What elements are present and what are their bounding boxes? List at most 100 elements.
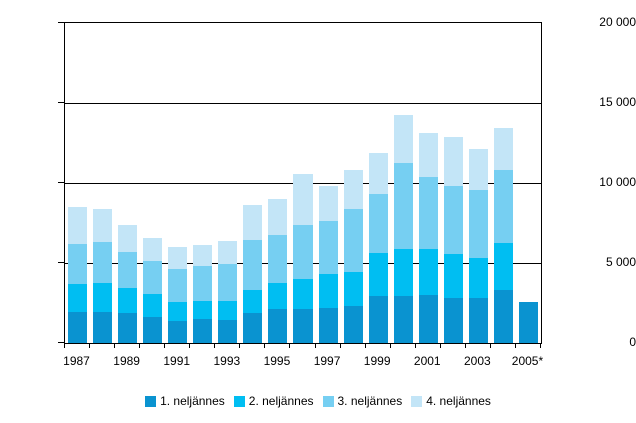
bar-segment [443, 136, 463, 187]
x-axis-label: 2005* [511, 354, 544, 368]
x-axis-tick [64, 343, 65, 348]
y-axis-label: 20 000 [599, 15, 636, 29]
legend-item: 3. neljännes [322, 394, 403, 408]
x-axis-label: 2003 [464, 354, 491, 368]
x-axis-label: 1991 [163, 354, 191, 368]
bar-segment [318, 274, 338, 308]
bar-segment [318, 186, 338, 221]
legend-label: 4. neljännes [426, 394, 491, 408]
bar-segment [243, 290, 263, 314]
bar-segment [143, 238, 163, 262]
x-axis-label: 1997 [313, 354, 341, 368]
bar-segment [518, 302, 538, 343]
bar-segment [393, 115, 413, 164]
y-axis-label: 0 [629, 335, 636, 349]
bar-segment [343, 271, 363, 307]
y-axis-label: 15 000 [599, 95, 636, 109]
bar-segment [443, 254, 463, 299]
legend-swatch-icon [322, 395, 334, 407]
bar-segment [343, 306, 363, 343]
bar-1999 [368, 23, 388, 343]
bar-segment [118, 312, 138, 343]
bar-segment [368, 194, 388, 254]
bar-segment [143, 294, 163, 318]
y-axis-tick [58, 342, 64, 343]
x-axis-tick [264, 343, 266, 348]
bar-segment [443, 298, 463, 343]
bar-1995 [268, 23, 288, 343]
y-axis-tick [58, 182, 64, 183]
x-axis-label: 1999 [363, 354, 391, 368]
bar-segment [193, 244, 213, 267]
bar-segment [293, 224, 313, 280]
bar-segment [93, 242, 113, 284]
bar-segment [243, 239, 263, 291]
x-axis-tick [439, 343, 441, 348]
bar-segment [393, 295, 413, 343]
bar-segment [418, 133, 438, 177]
bar-segment [293, 174, 313, 225]
legend-swatch-icon [411, 395, 423, 407]
legend-label: 2. neljännes [248, 394, 314, 408]
y-axis-tick [58, 102, 64, 103]
legend-item: 2. neljännes [233, 394, 314, 408]
bar-1998 [343, 23, 363, 343]
legend-label: 3. neljännes [337, 394, 403, 408]
bar-1990 [143, 23, 163, 343]
bar-segment [118, 287, 138, 313]
bar-segment [443, 186, 463, 255]
bar-1992 [193, 23, 213, 343]
x-axis-tick [89, 343, 91, 348]
bar-segment [368, 253, 388, 296]
bar-segment [193, 266, 213, 301]
bar-1993 [218, 23, 238, 343]
x-axis-tick [339, 343, 341, 348]
bar-segment [393, 163, 413, 249]
x-axis-tick [314, 343, 316, 348]
bar-segment [143, 261, 163, 295]
bar-segment [468, 190, 488, 259]
y-axis-label: 5 000 [605, 255, 636, 269]
gridline-15000 [65, 102, 541, 104]
bar-segment [468, 258, 488, 299]
bar-segment [143, 317, 163, 343]
bar-1988 [93, 23, 113, 343]
bar-segment [493, 290, 513, 343]
bar-2003 [468, 23, 488, 343]
bar-segment [93, 311, 113, 343]
bar-segment [343, 209, 363, 272]
bar-segment [268, 199, 288, 236]
bar-segment [268, 309, 288, 343]
x-axis-tick [389, 343, 391, 348]
bar-segment [493, 170, 513, 244]
bar-segment [318, 220, 338, 275]
bar-segment [393, 248, 413, 296]
legend-swatch-icon [233, 395, 245, 407]
bar-segment [118, 224, 138, 252]
bar-segment [418, 176, 438, 249]
bar-segment [68, 243, 88, 284]
bar-segment [168, 302, 188, 321]
bar-segment [93, 283, 113, 312]
bar-segment [368, 295, 388, 343]
bar-segment [168, 269, 188, 303]
bar-2002 [443, 23, 463, 343]
legend-swatch-icon [145, 395, 157, 407]
bar-segment [118, 251, 138, 288]
legend-item: 4. neljännes [411, 394, 491, 408]
bar-segment [68, 207, 88, 244]
bar-segment [343, 170, 363, 210]
bar-segment [68, 311, 88, 343]
x-axis-label: 2001 [413, 354, 441, 368]
bar-segment [493, 243, 513, 291]
x-axis-tick [414, 343, 416, 348]
x-axis-tick [364, 343, 366, 348]
x-axis-tick [514, 343, 516, 348]
bar-segment [243, 313, 263, 343]
x-axis-label: 1989 [113, 354, 140, 368]
bar-1997 [318, 23, 338, 343]
bar-1994 [243, 23, 263, 343]
y-axis-tick [58, 262, 64, 263]
x-axis-tick [464, 343, 466, 348]
bar-segment [218, 240, 238, 264]
